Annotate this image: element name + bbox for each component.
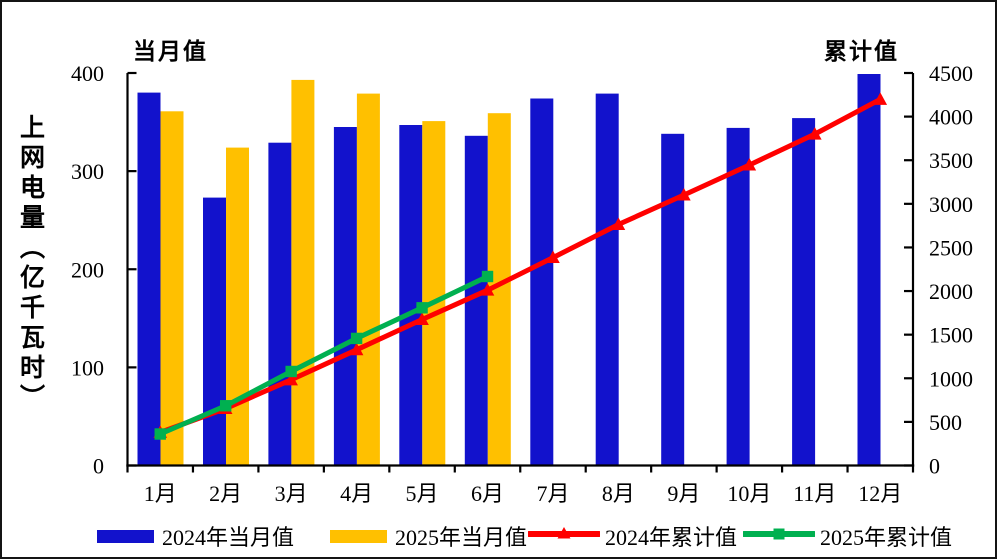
y-axis-unit-label: 上网电量（亿千瓦时） (16, 114, 44, 414)
bar-3月-2024年当月值 (268, 142, 292, 466)
right-axis-tick-label: 4000 (929, 105, 973, 130)
bar-4月-2025年当月值 (356, 93, 380, 466)
legend-label: 2025年累计值 (820, 525, 953, 550)
bar-6月-2024年当月值 (464, 135, 488, 466)
bar-11月-2024年当月值 (792, 118, 816, 466)
x-axis-tick-label: 9月 (667, 481, 700, 506)
triangle-marker (873, 92, 888, 105)
triangle-marker (480, 283, 495, 296)
right-axis-tick-label: 2000 (929, 279, 973, 304)
legend-item-2024-monthly: 2024年当月值 (97, 520, 294, 552)
x-axis-tick-label: 11月 (793, 481, 836, 506)
triangle-marker (546, 250, 560, 264)
right-axis-tick-label: 3500 (929, 148, 973, 173)
bar-5月-2025年当月值 (422, 121, 446, 466)
axes (126, 71, 915, 473)
x-axis-tick-label: 5月 (406, 481, 439, 506)
bar-4月-2024年当月值 (333, 127, 357, 466)
bar-6月-2025年当月值 (487, 113, 511, 466)
square-marker (219, 400, 232, 412)
triangle-marker (677, 188, 691, 201)
left-axis-tick-label: 400 (71, 61, 104, 86)
triangle-marker (808, 127, 822, 140)
legend-item-2025-monthly: 2025年当月值 (330, 520, 527, 552)
triangle-marker (611, 217, 626, 231)
x-axis-tick-label: 6月 (471, 481, 504, 506)
bar-12月-2024年当月值 (857, 74, 881, 466)
right-axis-tick-label: 0 (929, 454, 940, 479)
square-marker (285, 365, 297, 378)
x-axis-tick-label: 7月 (536, 481, 569, 506)
x-axis-tick-label: 3月 (275, 481, 308, 506)
line-triangle-swatch-icon (526, 524, 602, 549)
left-axis-title: 当月值 (133, 39, 208, 64)
legend-item-2024-cumulative: 2024年累计值 (526, 520, 738, 552)
tick-labels: 0100200300400050010001500200025003000350… (71, 61, 973, 506)
x-axis-tick-label: 8月 (602, 481, 635, 506)
triangle-marker (415, 312, 429, 325)
bar-8月-2024年当月值 (595, 93, 619, 466)
right-axis-title: 累计值 (824, 39, 899, 64)
bar-1月-2025年当月值 (160, 111, 184, 466)
left-axis-tick-label: 300 (71, 159, 104, 184)
right-axis-tick-label: 1000 (929, 366, 973, 391)
triangle-marker (284, 372, 298, 386)
right-axis-tick-label: 1500 (929, 323, 973, 348)
left-axis-tick-label: 100 (71, 355, 104, 380)
bar-swatch-2025-icon (330, 529, 387, 543)
square-marker (350, 332, 363, 345)
bar-7月-2024年当月值 (530, 98, 554, 466)
bar-2月-2024年当月值 (203, 197, 226, 466)
right-axis-tick-label: 4500 (929, 61, 973, 86)
square-line-swatch (741, 528, 817, 539)
triangle-marker (742, 158, 757, 171)
x-axis-tick-label: 12月 (858, 481, 902, 506)
x-axis-tick-label: 4月 (340, 481, 373, 506)
x-axis-tick-label: 1月 (144, 481, 177, 506)
legend-label: 2024年当月值 (162, 525, 295, 550)
line-2025年累计值 (154, 270, 494, 440)
bar-2月-2025年当月值 (226, 147, 249, 466)
bar-1月-2024年当月值 (137, 92, 161, 466)
left-axis-tick-label: 200 (71, 257, 104, 282)
bar-9月-2024年当月值 (661, 133, 685, 466)
triangle-line-swatch (526, 526, 602, 538)
bar-3月-2025年当月值 (291, 79, 315, 466)
square-marker (154, 428, 166, 440)
bar-10月-2024年当月值 (726, 127, 750, 466)
square-marker (416, 302, 428, 314)
left-axis-tick-label: 0 (93, 454, 104, 479)
bar-swatch-2024-icon (97, 529, 154, 543)
square-marker (481, 270, 494, 283)
legend-item-2025-cumulative: 2025年累计值 (741, 520, 953, 552)
legend-label: 2025年当月值 (395, 525, 528, 550)
triangle-marker (349, 342, 364, 356)
legend-label: 2024年累计值 (605, 525, 738, 550)
line-square-swatch-icon (741, 524, 817, 549)
right-axis-tick-label: 3000 (929, 192, 973, 217)
x-axis-tick-label: 10月 (727, 481, 771, 506)
right-axis-tick-label: 500 (929, 410, 962, 435)
right-axis-tick-label: 2500 (929, 235, 973, 260)
x-axis-tick-label: 2月 (209, 481, 242, 506)
bar-5月-2024年当月值 (399, 125, 423, 466)
